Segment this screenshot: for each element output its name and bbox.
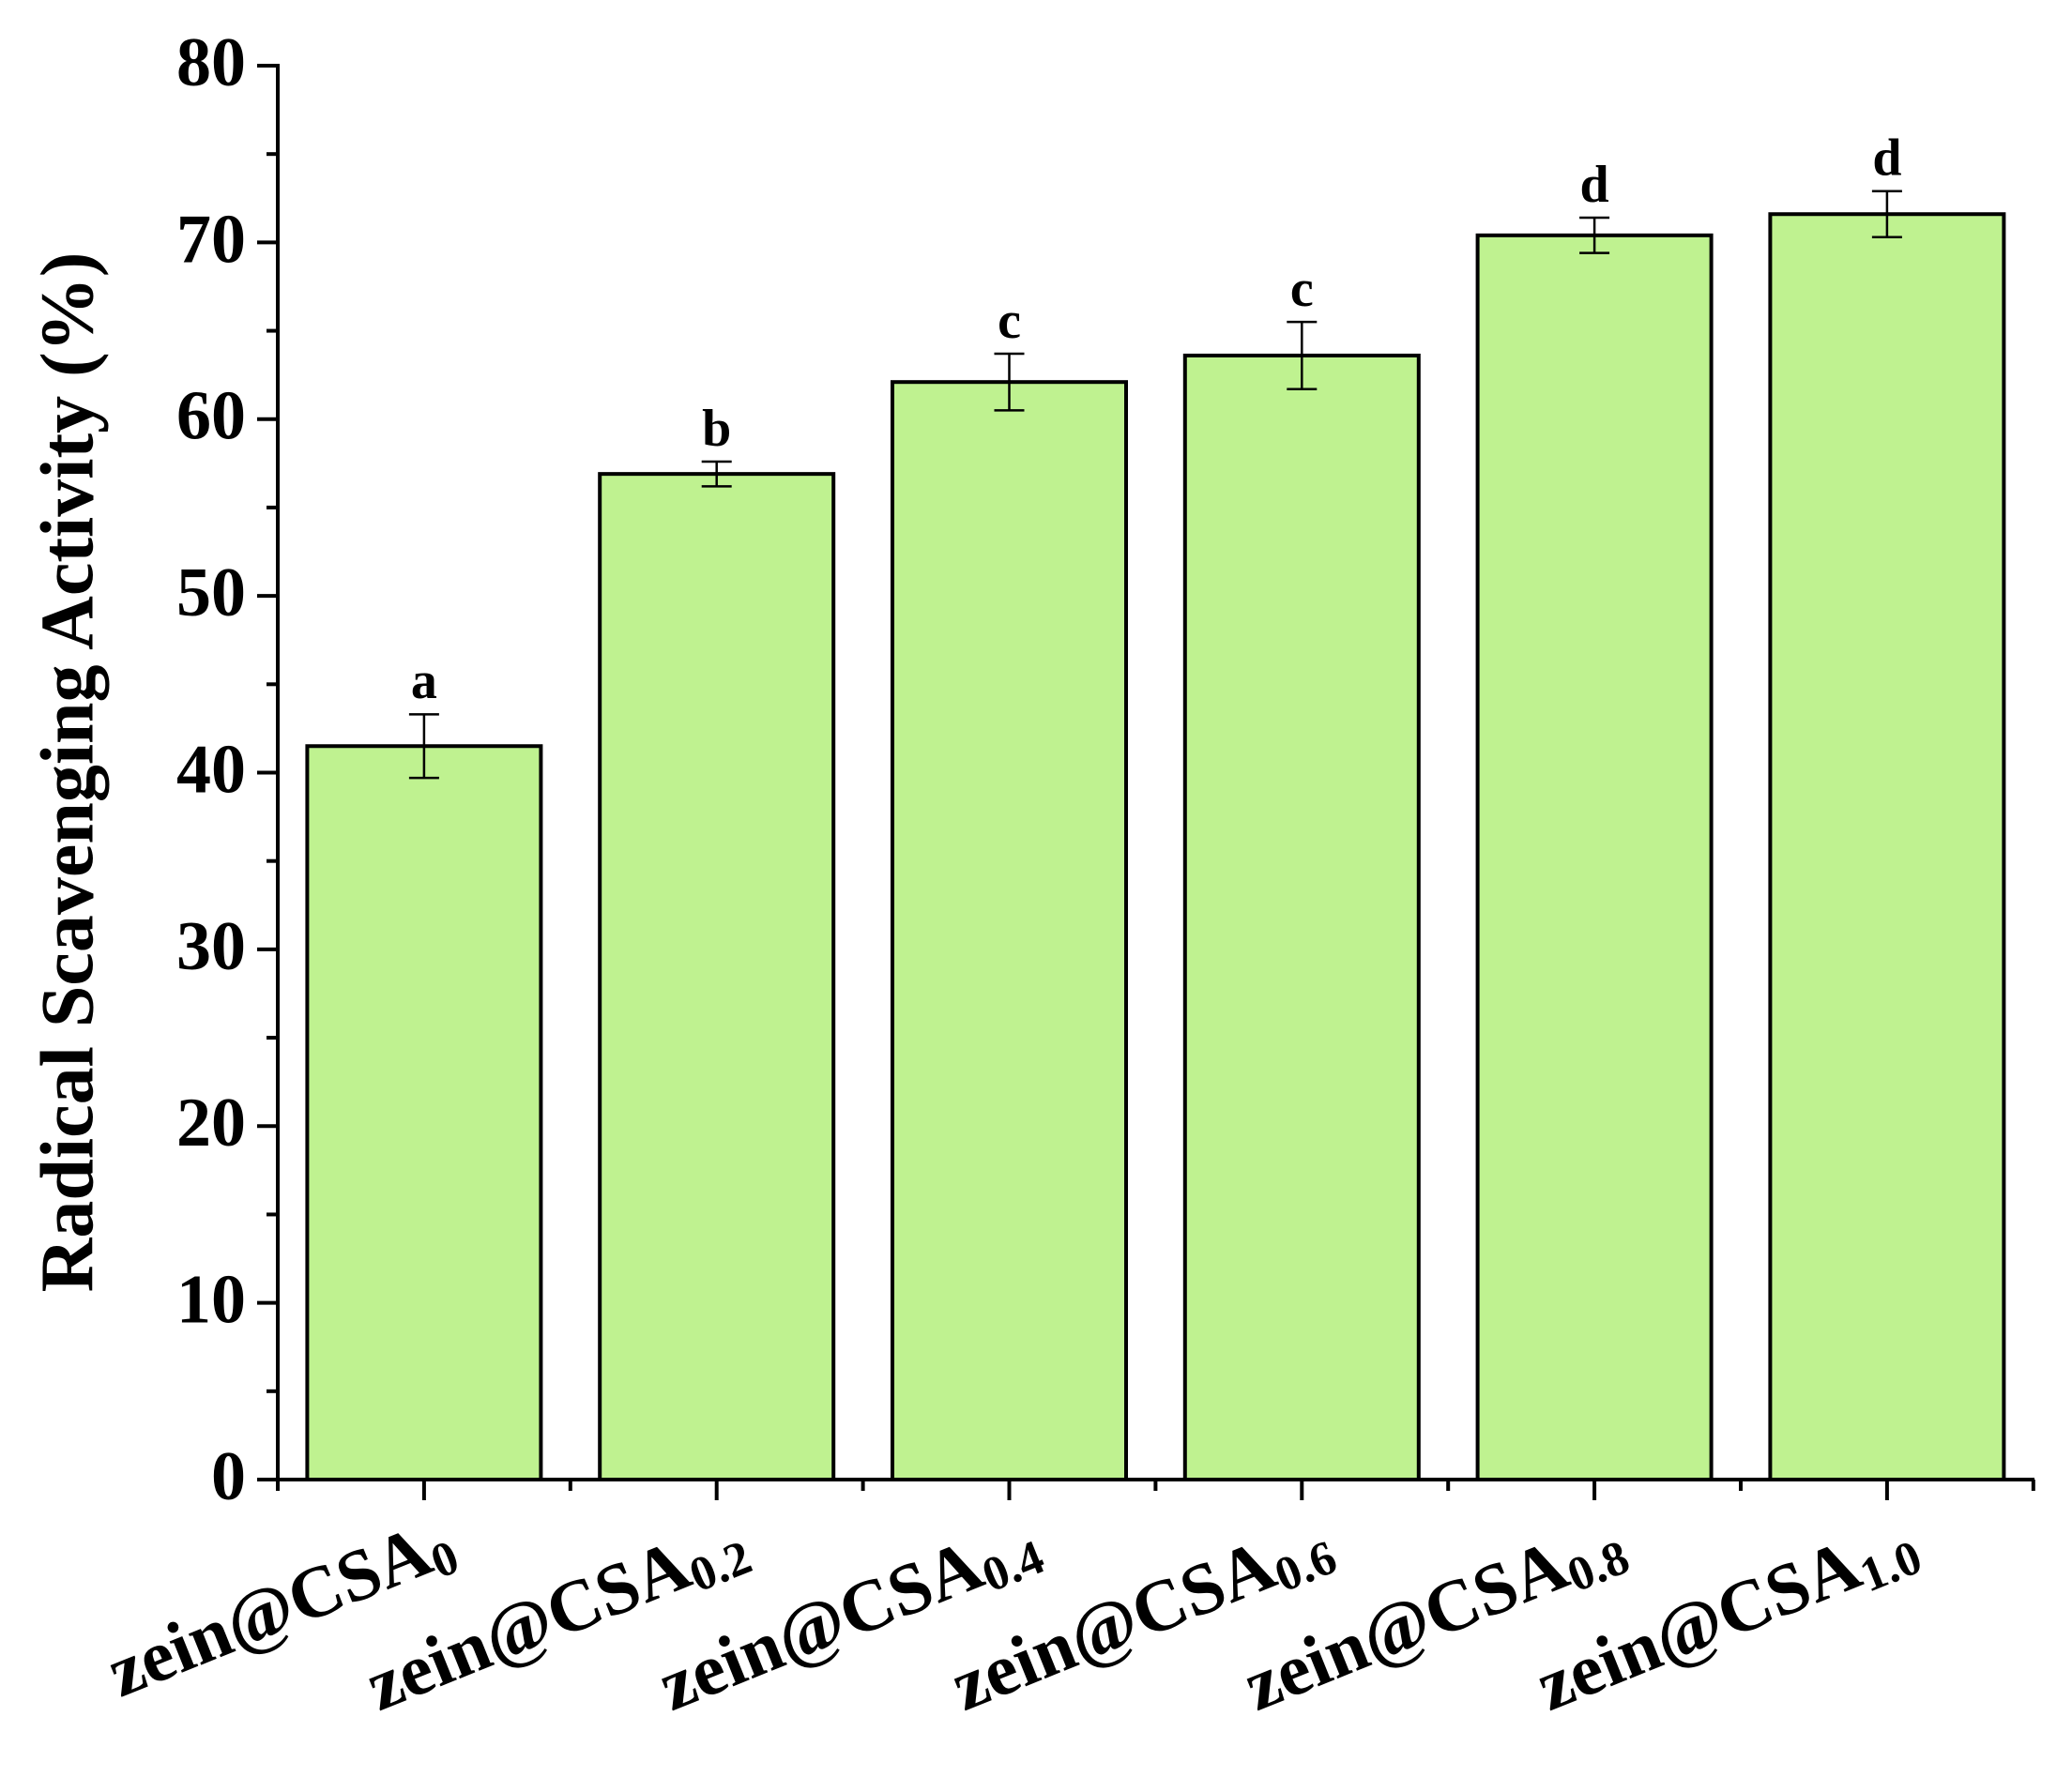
error-bar [994,352,1025,412]
y-tick-label: 60 [176,378,246,455]
bar [305,744,543,1481]
y-tick-label: 10 [176,1262,246,1339]
error-bar [701,460,732,488]
error-bar [1579,216,1610,254]
significance-letter: d [1872,129,1901,188]
bar [1768,212,2006,1482]
error-bar [1287,320,1318,390]
x-tick-label: zein@CSA1.0 [1525,1500,1929,1731]
bar [1182,353,1421,1481]
significance-letter: c [998,292,1021,350]
y-tick-label: 80 [176,24,246,101]
y-tick-label: 0 [211,1438,246,1515]
y-tick-label: 50 [176,554,246,631]
y-tick-label: 30 [176,908,246,985]
bar [1475,233,1714,1482]
bar [891,380,1128,1481]
y-tick-label: 20 [176,1085,246,1162]
error-bar [1871,190,1902,238]
significance-letter: d [1580,156,1609,214]
significance-letter: b [702,400,731,458]
bar [598,472,836,1481]
y-tick-label: 70 [176,201,246,278]
y-axis-title: Radical Scavenging Activity (%) [26,252,109,1293]
error-bar [408,713,439,780]
y-tick-label: 40 [176,731,246,808]
significance-letter: a [411,652,437,710]
significance-letter: c [1290,260,1314,318]
